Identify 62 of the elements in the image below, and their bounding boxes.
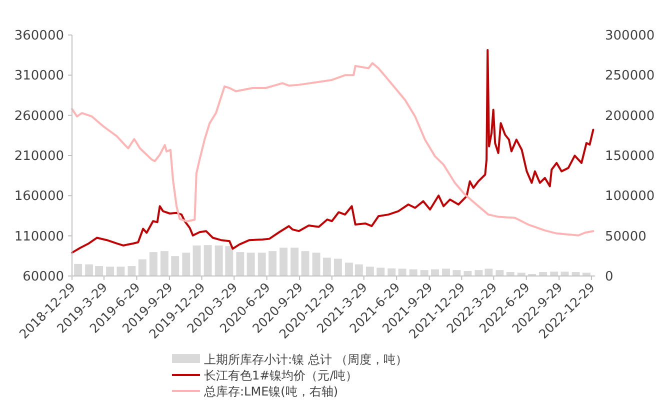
bar xyxy=(464,271,472,276)
bar xyxy=(85,264,94,276)
y-tick-label: 60000 xyxy=(22,270,64,284)
bar xyxy=(128,266,136,276)
bar xyxy=(550,272,558,276)
bar xyxy=(258,252,266,276)
bar xyxy=(344,262,353,276)
y2-tick-label: 100000 xyxy=(605,189,655,204)
bar xyxy=(160,251,168,276)
bar xyxy=(106,266,114,276)
bar xyxy=(366,266,374,276)
bar xyxy=(149,252,158,276)
y-tick-label: 110000 xyxy=(14,229,64,244)
bar xyxy=(484,268,493,276)
line-series xyxy=(71,48,594,254)
bar xyxy=(496,270,504,276)
bar xyxy=(246,252,255,276)
bar xyxy=(192,245,201,276)
y-tick-label: 360000 xyxy=(14,28,64,44)
bar xyxy=(388,268,396,276)
y-tick-label: 210000 xyxy=(14,149,64,164)
y-tick-label: 310000 xyxy=(14,68,64,84)
bar xyxy=(214,245,223,276)
bar xyxy=(268,251,277,276)
bar xyxy=(442,268,450,276)
bar xyxy=(138,259,146,276)
bar xyxy=(236,252,244,276)
bar xyxy=(376,268,385,276)
bar xyxy=(95,266,104,276)
bar xyxy=(74,264,82,276)
bar xyxy=(517,272,526,276)
bar xyxy=(334,258,342,276)
bar xyxy=(560,272,569,276)
legend-label: 总库存:LME镍(吨，右轴) xyxy=(203,384,338,398)
bar xyxy=(398,268,406,276)
bar xyxy=(290,248,299,276)
bar xyxy=(452,270,461,276)
legend-label: 上期所库存小计:镍 总计 （周度，吨） xyxy=(204,352,408,366)
bar xyxy=(312,252,320,276)
bar xyxy=(116,266,125,276)
y2-tick-label: 300000 xyxy=(605,28,655,44)
bar xyxy=(431,269,439,276)
y2-tick-label: 200000 xyxy=(605,108,655,124)
bar xyxy=(354,264,363,276)
bar xyxy=(409,269,418,276)
y2-tick-label: 250000 xyxy=(605,68,655,84)
bar xyxy=(225,246,234,276)
bar xyxy=(280,248,288,276)
line-series xyxy=(71,62,594,236)
bar xyxy=(301,251,310,276)
y2-tick-label: 0 xyxy=(605,270,614,284)
y-tick-label: 260000 xyxy=(14,108,64,124)
y2-tick-label: 150000 xyxy=(605,149,655,164)
bar xyxy=(420,270,428,276)
bar xyxy=(582,272,590,276)
bar xyxy=(322,258,331,276)
bar xyxy=(182,252,190,276)
bar xyxy=(204,245,212,276)
y-tick-label: 160000 xyxy=(14,189,64,204)
bar xyxy=(171,256,180,276)
legend-label: 长江有色1#镍均价（元/吨） xyxy=(204,368,358,382)
y2-tick-label: 50000 xyxy=(605,229,646,244)
